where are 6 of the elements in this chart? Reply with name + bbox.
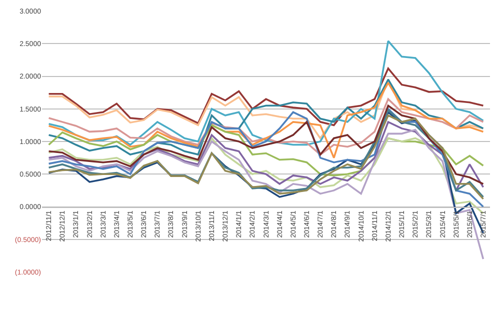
line-series (48, 98, 484, 156)
line-series (48, 104, 484, 185)
line-series (48, 121, 484, 192)
line-series (48, 128, 484, 260)
line-series (48, 40, 484, 146)
line-series (48, 68, 484, 126)
